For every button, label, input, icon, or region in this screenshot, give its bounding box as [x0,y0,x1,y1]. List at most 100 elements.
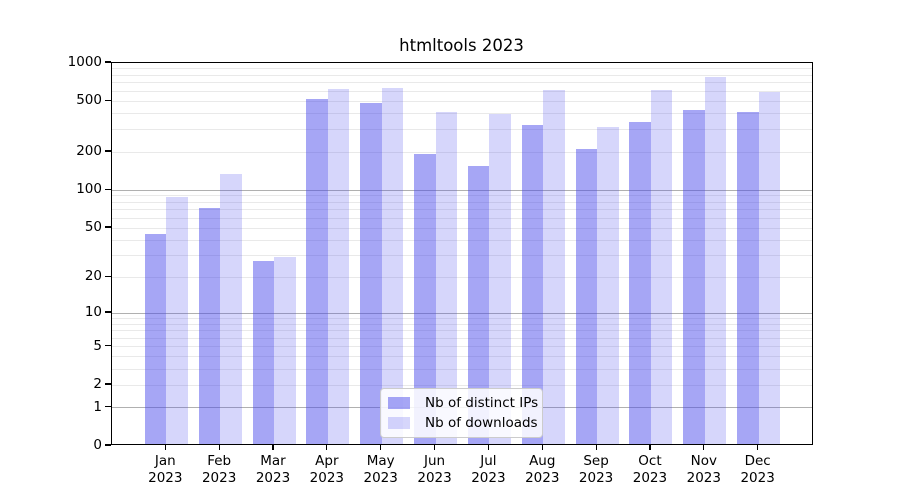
x-axis-tick [595,445,597,450]
bar-nb-of-downloads-jul [489,113,511,444]
x-tick-year: 2023 [148,470,183,486]
y-tick-label: 1 [93,398,102,415]
x-axis-tick [433,445,436,450]
bar-nb-of-distinct-ips-may [360,103,382,444]
gridline-minor [112,227,812,229]
gridline-minor [112,368,812,370]
legend: Nb of distinct IPs Nb of downloads [380,388,543,438]
bar-nb-of-downloads-sep [597,126,619,444]
y-axis-tick [105,188,111,190]
x-tick-month: Apr [315,453,339,469]
gridline-minor [112,384,812,386]
y-axis-tick [105,150,111,152]
y-axis-tick [105,405,111,408]
bar-nb-of-distinct-ips-jan [144,234,167,444]
y-axis-tick [105,61,111,63]
x-tick-year: 2023 [201,470,237,486]
gridline-minor [112,323,812,325]
gridline-minor [112,346,812,348]
bar-nb-of-distinct-ips-jun [414,154,436,444]
x-axis-tick [380,445,382,450]
x-tick-label: May 2023 [349,453,413,487]
legend-item-nb-of-downloads: Nb of downloads [388,413,538,433]
legend-swatch-nb-of-downloads [388,417,410,429]
bar-nb-of-distinct-ips-dec [737,111,759,444]
bar-nb-of-distinct-ips-sep [575,148,598,444]
x-axis-tick [164,445,166,450]
y-tick-label: 2 [93,376,102,393]
y-axis-tick [105,226,111,228]
x-tick-year: 2023 [525,470,560,486]
x-tick-label: Oct 2023 [618,453,682,487]
y-axis-tick [105,311,111,313]
bar-nb-of-downloads-aug [543,90,565,444]
gridline-minor [112,255,812,257]
x-tick-year: 2023 [417,470,452,486]
x-tick-month: Feb [207,453,232,469]
gridline-minor [112,151,812,153]
x-axis-tick [703,445,705,450]
x-tick-label: Nov 2023 [672,453,736,487]
bar-nb-of-downloads-jan [166,197,188,444]
y-axis-tick [105,275,111,277]
x-axis-tick [541,445,543,450]
legend-swatch-nb-of-distinct-ips [388,397,410,409]
x-tick-label: Feb 2023 [187,453,251,487]
bar-nb-of-distinct-ips-oct [629,122,651,444]
bar-nb-of-downloads-may [381,88,404,444]
gridline-minor [112,217,812,219]
x-tick-month: Jul [480,453,497,469]
y-tick-label: 0 [93,437,102,453]
gridline-minor [112,337,812,339]
gridline-minor [112,201,812,203]
y-axis-tick [105,99,111,101]
gridline-minor [112,195,812,197]
bar-nb-of-downloads-apr [327,89,350,444]
gridline-minor [112,330,812,332]
y-tick-label: 10 [84,304,102,321]
gridline-minor [112,74,812,76]
x-tick-label: Dec 2023 [726,453,790,487]
y-tick-label: 200 [76,143,102,159]
x-tick-label: Jun 2023 [403,453,467,487]
x-tick-month: Jan [154,453,176,469]
y-tick-label: 50 [84,219,102,236]
bar-nb-of-downloads-jun [435,111,458,444]
gridline-minor [112,317,812,319]
gridline-minor [112,356,812,358]
gridline-minor [112,68,812,70]
gridline-minor [112,82,812,84]
y-axis-tick [105,383,111,385]
x-axis-tick [272,445,274,450]
x-axis-tick [218,445,220,450]
gridline-minor [112,209,812,211]
plot-area [111,62,813,445]
y-axis-tick [105,345,111,347]
x-tick-month: Aug [529,453,556,469]
y-tick-label: 20 [84,268,102,285]
x-axis-tick [649,445,651,450]
bar-nb-of-distinct-ips-aug [521,124,544,444]
legend-label: Nb of distinct IPs [425,395,539,411]
x-tick-label: Mar 2023 [241,453,305,487]
bar-nb-of-downloads-nov [704,77,727,444]
x-tick-year: 2023 [578,470,614,486]
gridline-minor [112,276,812,278]
x-tick-label: Jul 2023 [456,453,520,487]
x-tick-month: Mar [260,453,286,469]
y-axis-tick [105,444,111,446]
gridline-minor [112,90,812,92]
bar-nb-of-distinct-ips-nov [683,109,705,444]
legend-item-nb-of-distinct-ips: Nb of distinct IPs [388,393,538,413]
x-tick-label: Jan 2023 [133,453,197,487]
chart-title: htmltools 2023 [399,36,524,55]
bar-nb-of-downloads-feb [220,173,242,444]
gridline-major [112,312,812,314]
x-tick-month: May [366,453,395,469]
x-tick-month: Sep [583,453,609,469]
legend-label: Nb of downloads [425,415,538,431]
x-tick-year: 2023 [686,470,721,486]
bar-nb-of-downloads-oct [650,90,673,444]
x-tick-month: Oct [638,453,662,469]
